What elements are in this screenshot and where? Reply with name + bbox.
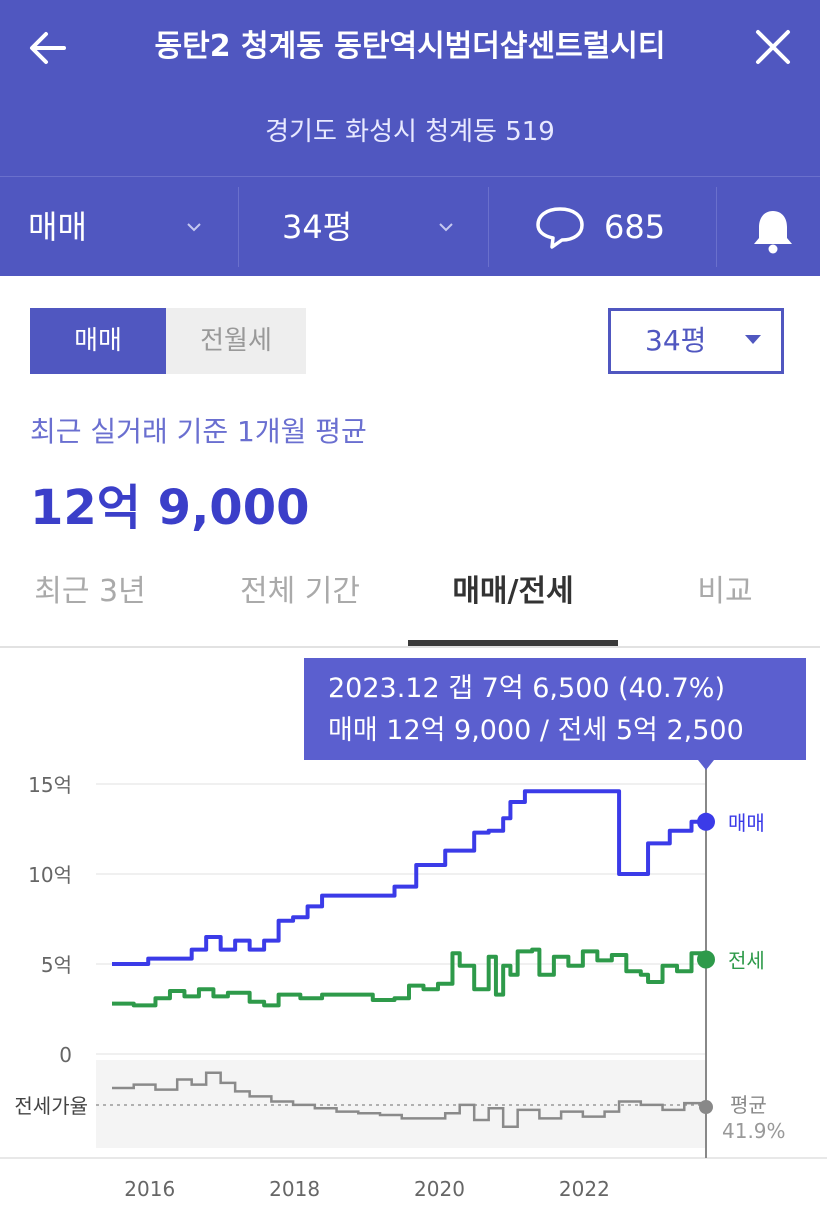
chevron-down-icon (187, 223, 201, 232)
average-price: 12억 9,000 (30, 480, 310, 536)
active-tab-indicator (408, 640, 618, 646)
period-tabs: 최근 3년 전체 기간 매매/전세 비교 (0, 556, 820, 648)
comment-count: 685 (604, 208, 666, 246)
ratio-label: 전세가율 (14, 1094, 88, 1118)
size-label: 34평 (282, 208, 353, 246)
chart-tooltip: 2023.12 갭 7억 6,500 (40.7%) 매매 12억 9,000 … (304, 658, 806, 760)
deal-type-dropdown[interactable]: 매매 (28, 177, 87, 277)
size-dropdown-header[interactable]: 34평 (282, 177, 352, 277)
close-icon[interactable] (750, 24, 796, 70)
toggle-rent[interactable]: 전월세 (200, 326, 272, 356)
tooltip-pointer (698, 760, 714, 770)
y-tick-label: 0 (59, 1043, 72, 1067)
toggle-sale[interactable]: 매매 (30, 308, 166, 374)
address-text: 경기도 화성시 청계동 519 (265, 117, 555, 147)
ratio-line (112, 1071, 708, 1129)
tab-compare[interactable]: 비교 (697, 574, 753, 609)
bell-icon[interactable] (750, 207, 796, 255)
divider (716, 187, 717, 267)
back-arrow-icon[interactable] (24, 24, 72, 72)
ratio-average-label: 평균 (730, 1093, 767, 1117)
x-tick-label: 2020 (414, 1177, 465, 1201)
series-label: 전세 (728, 949, 765, 973)
deal-type-label: 매매 (28, 208, 87, 246)
y-tick-label: 10억 (28, 863, 72, 887)
series-line-jeonse (112, 947, 708, 1008)
divider (238, 187, 239, 267)
app-header: 동탄2 청계동 동탄역시범더샵센트럴시티 경기도 화성시 청계동 519 매매 … (0, 0, 820, 276)
size-select-value: 34평 (645, 324, 707, 357)
comment-bubble-icon (536, 207, 584, 249)
divider (488, 187, 489, 267)
x-tick-label: 2022 (559, 1177, 610, 1201)
tab-sale-vs-jeonse[interactable]: 매매/전세 (452, 574, 574, 609)
x-tick-label: 2018 (269, 1177, 320, 1201)
x-tick-label: 2016 (124, 1177, 175, 1201)
chevron-down-icon (439, 223, 453, 232)
page-title: 동탄2 청계동 동탄역시범더샵센트럴시티 (154, 29, 666, 64)
tooltip-gap-line: 2023.12 갭 7억 6,500 (40.7%) (328, 673, 725, 704)
ratio-band-background (96, 1060, 706, 1148)
tooltip-price-line: 매매 12억 9,000 / 전세 5억 2,500 (328, 715, 744, 746)
tab-recent-3-years[interactable]: 최근 3년 (34, 574, 146, 609)
y-tick-label: 5억 (41, 953, 72, 977)
series-end-point (697, 950, 715, 969)
tab-all-period[interactable]: 전체 기간 (240, 574, 360, 609)
series-label: 매매 (728, 811, 765, 835)
price-basis-label: 최근 실거래 기준 1개월 평균 (30, 415, 367, 448)
ratio-average-value: 41.9% (722, 1119, 786, 1143)
series-end-point (697, 812, 715, 831)
dropdown-triangle-icon (745, 335, 761, 344)
header-filter-bar: 매매 34평 685 (0, 176, 820, 277)
size-select[interactable]: 34평 (608, 308, 784, 374)
series-line-sale (112, 789, 706, 966)
y-tick-label: 15억 (28, 773, 72, 797)
deal-type-toggle: 매매 전월세 (30, 308, 306, 374)
